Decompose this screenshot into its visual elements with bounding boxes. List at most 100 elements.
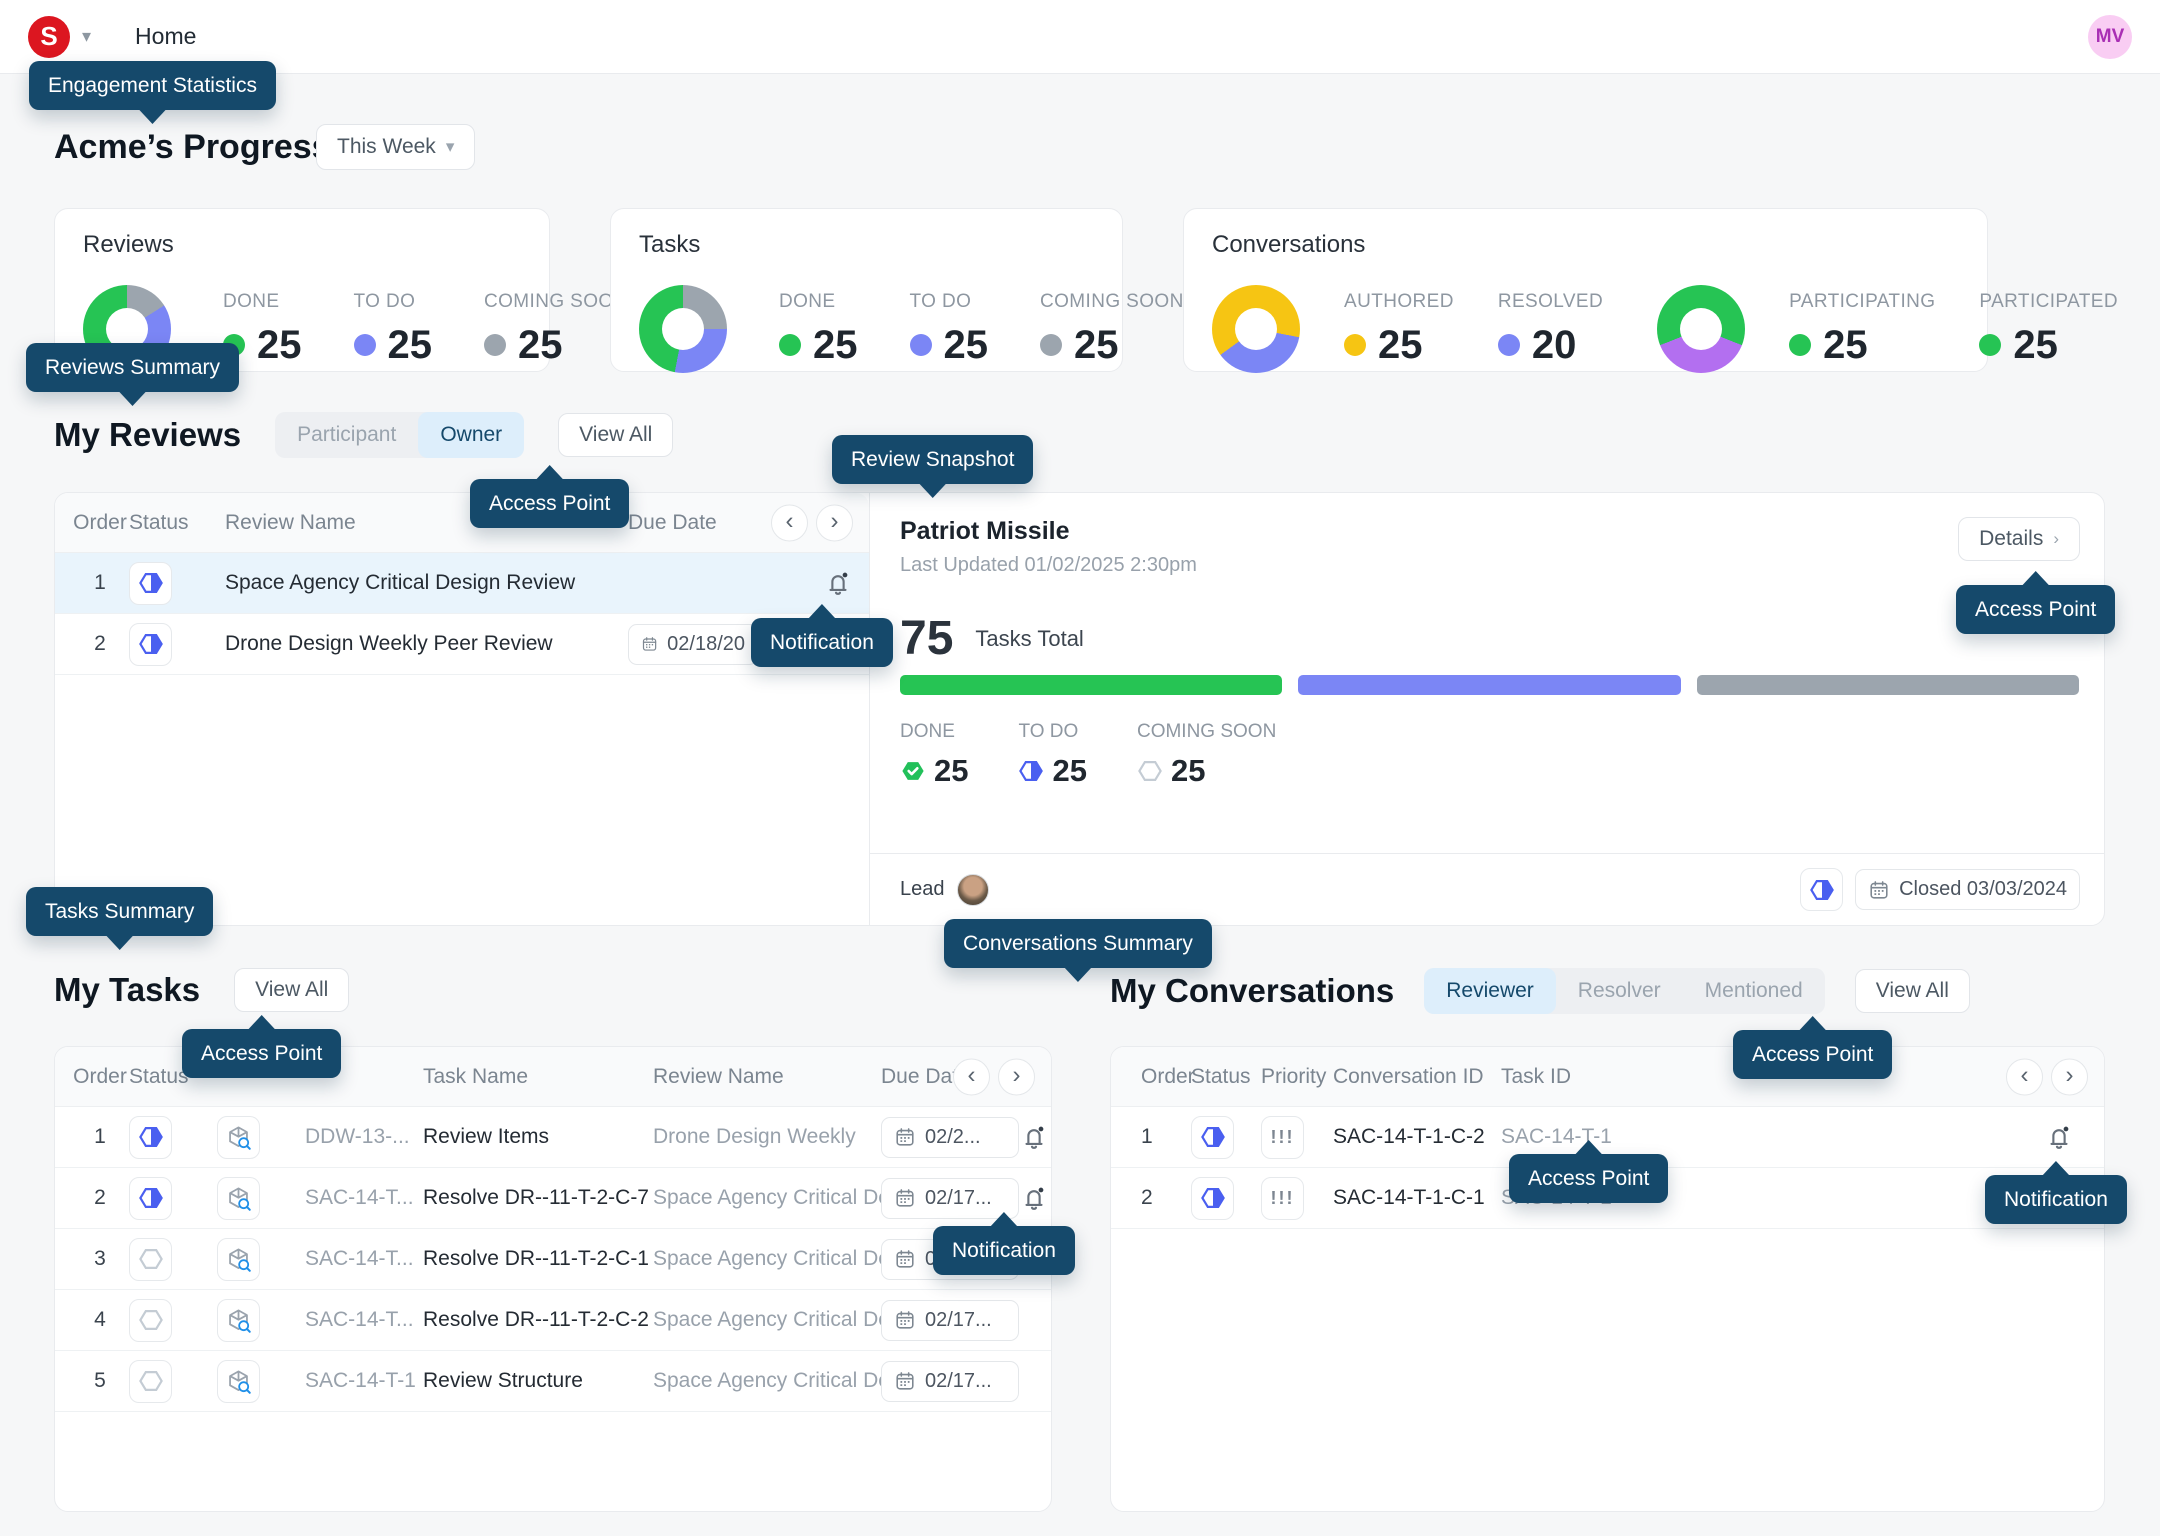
workspace-chevron-down-icon[interactable]: ▾ <box>82 26 92 46</box>
legend-dot <box>1040 334 1062 356</box>
legend-participating: PARTICIPATING 25 <box>1789 291 1935 368</box>
closed-date-value: Closed 03/03/2024 <box>1899 878 2067 900</box>
status-in-progress-icon[interactable] <box>129 622 172 666</box>
next-page-button[interactable]: › <box>816 504 853 541</box>
tab-resolver[interactable]: Resolver <box>1577 979 1661 1002</box>
task-name: Resolve DR--11-T-2-C-1 <box>423 1247 649 1270</box>
col-review-name: Review Name <box>653 1064 784 1088</box>
due-date-value: 02/17... <box>925 1308 992 1331</box>
legend-coming-soon: COMING SOON 25 <box>1040 291 1184 368</box>
due-date-chip[interactable]: 02/2... <box>881 1116 1019 1158</box>
legend-label: DONE <box>779 290 836 312</box>
status-coming-soon-icon[interactable] <box>129 1298 172 1342</box>
callout-label: Notification <box>952 1239 1056 1262</box>
legend-value: 25 <box>813 322 858 367</box>
nav-home[interactable]: Home <box>135 23 197 49</box>
prev-page-button[interactable]: ‹ <box>953 1058 990 1095</box>
legend-label: PARTICIPATING <box>1789 290 1936 312</box>
table-row[interactable]: 4 SAC-14-T... Resolve DR--11-T-2-C-2 Spa… <box>55 1290 1051 1351</box>
legend-label: AUTHORED <box>1344 290 1454 312</box>
due-date-chip[interactable]: 02/17... <box>881 1177 1019 1219</box>
avatar-initials: MV <box>2095 25 2125 47</box>
status-in-progress-icon[interactable] <box>129 1176 172 1220</box>
task-id: SAC-14-T-1 <box>1501 1125 1612 1148</box>
status-in-progress-icon <box>1800 868 1844 911</box>
table-row[interactable]: 2 Drone Design Weekly Peer Review 02/18/… <box>55 614 869 675</box>
conversations-donut-participating <box>1657 285 1746 373</box>
table-row[interactable]: 3 SAC-14-T... Resolve DR--11-T-2-C-1 Spa… <box>55 1229 1051 1290</box>
task-name: Review Structure <box>423 1369 583 1392</box>
callout-label: Notification <box>2004 1188 2108 1211</box>
col-task-name: Task Name <box>423 1064 529 1088</box>
tab-mentioned[interactable]: Mentioned <box>1704 979 1803 1002</box>
review-name: Drone Design Weekly Peer Review <box>225 632 553 655</box>
notification-bell-icon[interactable] <box>1019 1122 1049 1152</box>
task-type-cube-search-icon[interactable] <box>217 1176 260 1220</box>
chevron-right-icon: › <box>2053 529 2059 548</box>
conversations-view-all-button[interactable]: View All <box>1854 969 1970 1013</box>
reviews-view-all-button[interactable]: View All <box>558 413 674 457</box>
task-type-cube-search-icon[interactable] <box>217 1359 260 1403</box>
legend-dot <box>779 334 801 356</box>
table-row[interactable]: 2 SAC-14-T... Resolve DR--11-T-2-C-7 Spa… <box>55 1168 1051 1229</box>
reviews-table-header: Order Status Review Name Due Date ‹ › <box>55 493 869 553</box>
task-id: SAC-14-T-1 <box>305 1369 416 1392</box>
status-in-progress-icon[interactable] <box>129 1115 172 1159</box>
legend-dot <box>484 334 506 356</box>
task-type-cube-search-icon[interactable] <box>217 1298 260 1342</box>
coming-soon-hexagon-icon <box>1137 758 1163 784</box>
details-button[interactable]: Details › <box>1958 517 2080 561</box>
table-row[interactable]: 5 SAC-14-T-1 Review Structure Space Agen… <box>55 1351 1051 1412</box>
legend-value: 25 <box>387 322 433 367</box>
notification-bell-icon[interactable] <box>1019 1183 1049 1213</box>
callout-label: Access Point <box>1975 598 2097 621</box>
lead-avatar[interactable] <box>956 873 989 906</box>
tab-reviewer[interactable]: Reviewer <box>1424 968 1556 1014</box>
period-select[interactable]: This Week ▾ <box>316 124 476 170</box>
todo-hexagon-icon <box>1018 758 1044 784</box>
status-in-progress-icon[interactable] <box>129 561 172 605</box>
user-avatar[interactable]: MV <box>2088 14 2132 59</box>
legend-dot <box>1344 334 1366 356</box>
priority-high-icon[interactable]: !!! <box>1261 1176 1304 1220</box>
conversation-id: SAC-14-T-1-C-1 <box>1333 1186 1485 1209</box>
notification-bell-icon[interactable] <box>823 568 853 598</box>
status-in-progress-icon[interactable] <box>1191 1115 1234 1159</box>
snapshot-title: Patriot Missile <box>900 517 1070 545</box>
legend-label: COMING SOON <box>484 290 628 312</box>
legend-dot <box>353 334 376 356</box>
status-coming-soon-icon[interactable] <box>129 1237 172 1281</box>
my-tasks-panel: Order Status Task Name Review Name Due D… <box>54 1046 1052 1512</box>
col-priority: Priority <box>1261 1064 1327 1088</box>
task-type-cube-search-icon[interactable] <box>217 1115 260 1159</box>
col-status: Status <box>129 510 189 534</box>
prev-page-button[interactable]: ‹ <box>2006 1058 2043 1095</box>
legend-label: COMING SOON <box>1040 290 1184 312</box>
task-type-cube-search-icon[interactable] <box>217 1237 260 1281</box>
due-date-chip[interactable]: 02/18/20 <box>628 623 758 665</box>
period-select-value: This Week <box>337 135 436 158</box>
status-in-progress-icon[interactable] <box>1191 1176 1234 1220</box>
review-name: Space Agency Critical Design Review <box>225 571 576 594</box>
my-conversations-heading: My Conversations <box>1110 972 1395 1009</box>
legend-participated: PARTICIPATED 25 <box>1979 291 2118 368</box>
next-page-button[interactable]: › <box>998 1058 1035 1095</box>
prev-page-button[interactable]: ‹ <box>771 504 808 541</box>
closed-date-chip: Closed 03/03/2024 <box>1855 869 2080 910</box>
table-row[interactable]: 1 DDW-13-... Review Items Drone Design W… <box>55 1107 1051 1168</box>
callout-engagement-statistics: Engagement Statistics <box>29 61 276 124</box>
col-status: Status <box>129 1064 189 1088</box>
legend-value: 25 <box>518 322 563 367</box>
due-date-chip[interactable]: 02/17... <box>881 1360 1019 1402</box>
app-logo[interactable]: S <box>28 15 70 58</box>
callout-label: Access Point <box>489 492 611 515</box>
table-row[interactable]: 1 Space Agency Critical Design Review <box>55 553 869 614</box>
toggle-owner[interactable]: Owner <box>418 412 525 458</box>
due-date-chip[interactable]: 02/17... <box>881 1299 1019 1341</box>
priority-high-icon[interactable]: !!! <box>1261 1115 1304 1159</box>
status-coming-soon-icon[interactable] <box>129 1359 172 1403</box>
next-page-button[interactable]: › <box>2051 1058 2088 1095</box>
notification-bell-icon[interactable] <box>2044 1122 2074 1152</box>
tasks-view-all-button[interactable]: View All <box>234 968 350 1012</box>
toggle-participant[interactable]: Participant <box>297 423 397 446</box>
